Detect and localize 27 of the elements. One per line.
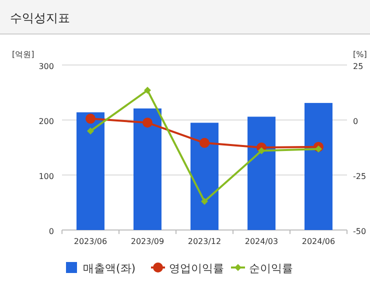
point: [315, 146, 322, 153]
y2-tick-label: 25: [353, 62, 364, 71]
point: [142, 118, 152, 128]
y2-tick-label: -25: [353, 172, 366, 181]
y2-tick-label: -50: [353, 227, 366, 236]
y2-tick-label: 0: [353, 117, 358, 126]
legend-label: 영업이익률: [169, 262, 224, 275]
point: [144, 86, 151, 94]
x-tick-label: 2023/12: [188, 237, 222, 246]
x-tick-label: 2024/03: [244, 237, 278, 246]
y-tick-label: 100: [38, 172, 54, 181]
y2-axis-title: [%]: [353, 50, 367, 59]
y-tick-label: 0: [48, 227, 54, 236]
point: [86, 114, 96, 124]
point: [200, 138, 210, 148]
x-tick-label: 2023/06: [74, 237, 108, 246]
point: [201, 198, 208, 205]
legend-label: 매출액(좌): [83, 262, 136, 275]
y-tick-label: 300: [38, 62, 54, 71]
legend-label: 순이익률: [249, 262, 293, 275]
x-tick-label: 2023/09: [130, 237, 164, 246]
y-tick-label: 200: [38, 117, 54, 126]
chart-title: 수익성지표: [10, 11, 70, 25]
x-tick-label: 2024/06: [302, 237, 336, 246]
y-axis-title: [억원]: [12, 50, 34, 59]
point: [87, 128, 94, 134]
point: [258, 147, 265, 154]
